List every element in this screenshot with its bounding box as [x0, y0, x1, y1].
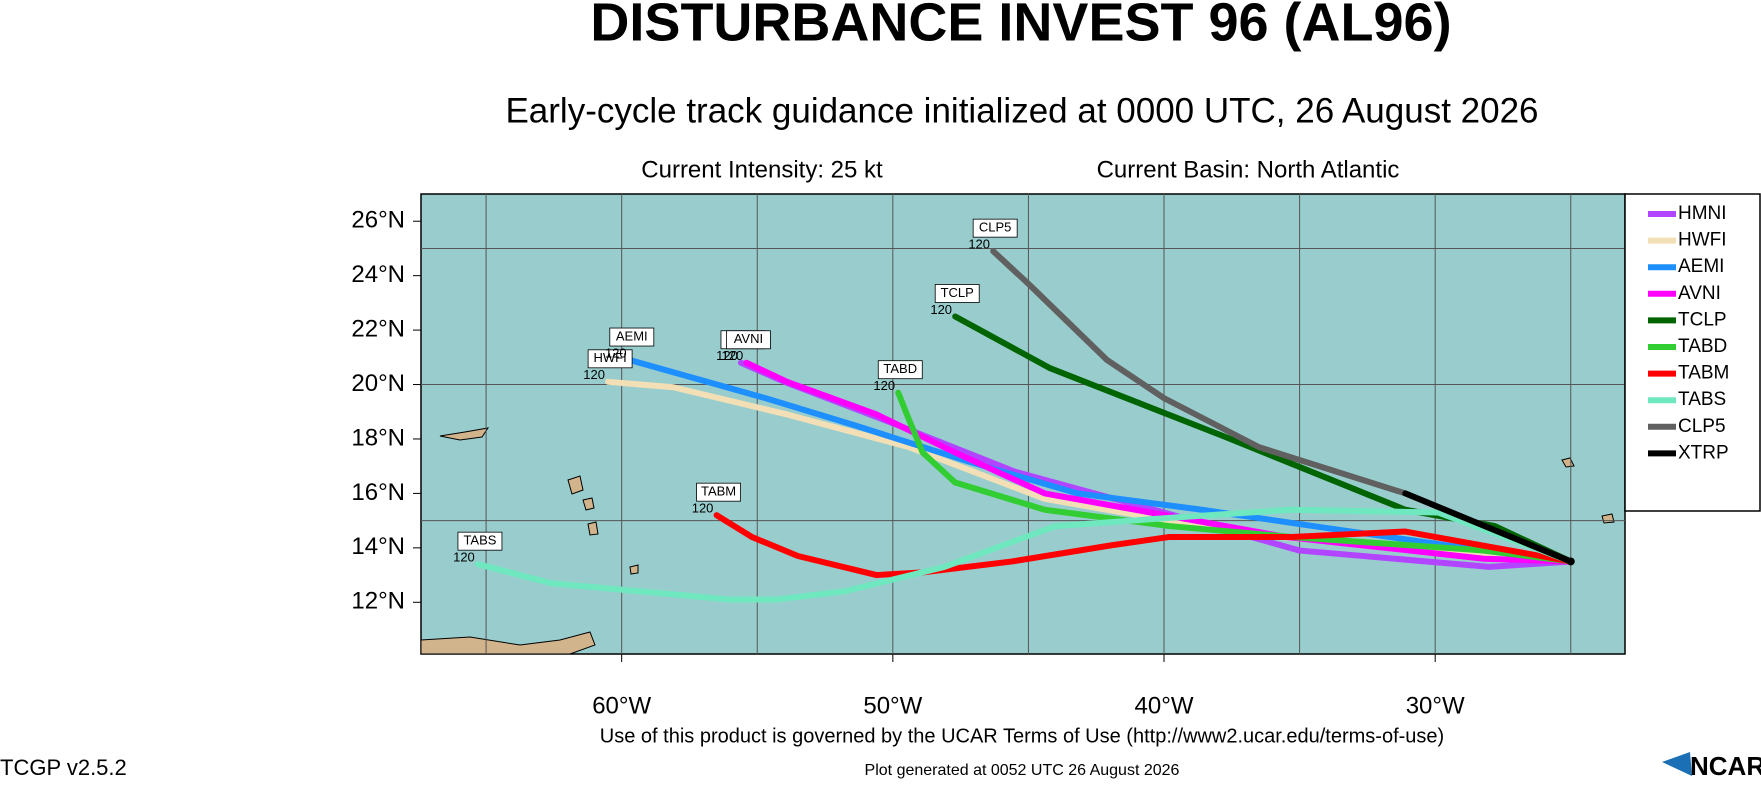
- start-point: [1566, 557, 1575, 566]
- track-label-box: [972, 218, 1018, 238]
- track: [713, 512, 1574, 579]
- island: [587, 521, 599, 536]
- track-label: TABS: [463, 533, 496, 548]
- island: [629, 564, 639, 575]
- legend-label: HMNI: [1678, 203, 1727, 224]
- y-tick-label: 18°N: [351, 424, 405, 451]
- track-label: TCLP: [941, 285, 974, 300]
- x-tick-label: 50°W: [863, 692, 922, 719]
- logo: NCAR: [1662, 751, 1761, 781]
- y-tick-label: 20°N: [351, 370, 405, 397]
- legend-box: [1624, 193, 1761, 512]
- legend-label: XTRP: [1678, 442, 1729, 463]
- y-tick-label: 22°N: [351, 315, 405, 342]
- legend-label: AVNI: [1678, 283, 1721, 304]
- legend-label: TABS: [1678, 389, 1726, 410]
- legend: HMNI HWFI AEMI AVNI TCLP TABD TABM TABS CLP5 XTRP: [1648, 203, 1729, 463]
- track-label: CLP5: [979, 220, 1012, 235]
- track-label: AEMI: [616, 328, 648, 343]
- track-end-hour: 120: [716, 348, 738, 363]
- subtitle: Early-cycle track guidance initialized a…: [505, 91, 1538, 130]
- track-end-hour: 120: [583, 367, 605, 382]
- track-end-hour: 120: [692, 501, 714, 516]
- track-label: AVNI: [734, 331, 763, 346]
- axes: 60°W 50°W 40°W 30°W 12°N 14°N 16°N 18°N 20°N 22°N…: [351, 207, 1465, 720]
- legend-label: TABD: [1678, 336, 1727, 357]
- tracks: [474, 248, 1574, 603]
- track-label-box: [934, 284, 980, 303]
- track-end-hour: 120: [930, 302, 952, 317]
- version: TCGP v2.5.2: [0, 755, 127, 780]
- track-label-box: [726, 330, 771, 350]
- generated: Plot generated at 0052 UTC 26 August 202…: [865, 762, 1180, 779]
- island: [439, 427, 490, 441]
- island: [582, 497, 595, 511]
- landmass: [420, 631, 596, 655]
- terms: Use of this product is governed by the U…: [600, 725, 1444, 747]
- y-tick-label: 24°N: [351, 261, 405, 288]
- track-label: HWFI: [593, 350, 626, 365]
- x-tick-label: 60°W: [592, 692, 651, 719]
- legend-label: CLP5: [1678, 416, 1726, 437]
- logo-text: NCAR: [1690, 751, 1761, 780]
- y-tick-label: 26°N: [351, 207, 405, 234]
- land: [420, 427, 1615, 655]
- track-end-hour: 120: [453, 550, 475, 565]
- logo-mark: [1662, 752, 1692, 776]
- track-label-box: [877, 360, 923, 380]
- legend-label: HWFI: [1678, 230, 1727, 251]
- track: [895, 389, 1574, 565]
- island: [1601, 513, 1615, 524]
- island: [567, 475, 584, 495]
- track-end-hour: 120: [722, 348, 744, 363]
- track-label: TABD: [883, 361, 917, 376]
- track-label: TABM: [701, 484, 736, 499]
- track-end-hour: 120: [605, 345, 627, 360]
- y-tick-label: 12°N: [351, 588, 405, 615]
- track-end-hour: 120: [873, 378, 895, 393]
- x-tick-label: 30°W: [1406, 692, 1465, 719]
- track: [626, 357, 1574, 565]
- track-label-box: [609, 327, 655, 347]
- basin: Current Basin: North Atlantic: [1097, 156, 1400, 183]
- legend-label: TABM: [1678, 363, 1729, 384]
- track: [474, 506, 1574, 603]
- y-tick-label: 14°N: [351, 533, 405, 560]
- intensity: Current Intensity: 25 kt: [641, 156, 883, 183]
- track: [743, 359, 1574, 565]
- x-tick-label: 40°W: [1135, 692, 1194, 719]
- title: DISTURBANCE INVEST 96 (AL96): [590, 0, 1451, 52]
- track: [1402, 490, 1574, 565]
- legend-label: TCLP: [1678, 309, 1727, 330]
- track-labels: HMNI120HWFI120AEMI120AVNI120TCLP120TABD1…: [453, 218, 1575, 566]
- y-tick-label: 16°N: [351, 479, 405, 506]
- track: [952, 313, 1574, 565]
- track-label-box: [696, 482, 741, 502]
- track-label-box: [587, 349, 633, 369]
- legend-label: AEMI: [1678, 256, 1724, 277]
- track-label-box: [457, 531, 503, 551]
- track-end-hour: 120: [968, 237, 990, 252]
